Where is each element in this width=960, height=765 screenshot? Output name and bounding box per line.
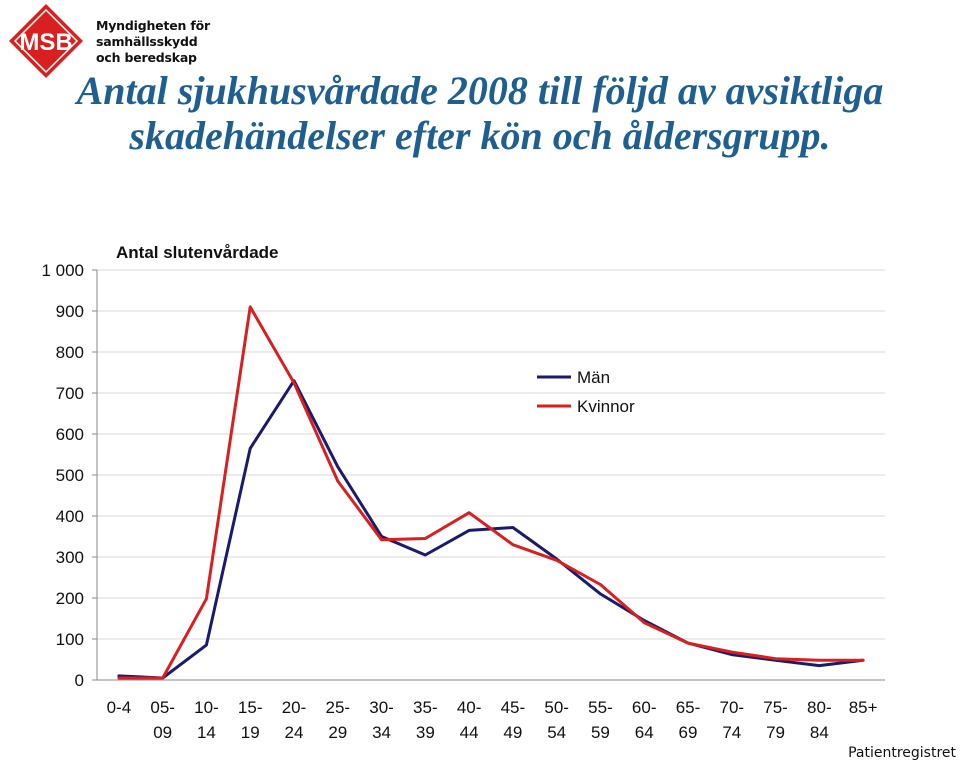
y-tick-label: 400 (56, 507, 84, 526)
x-tick-label: 60- (632, 698, 657, 717)
y-tick-label: 900 (56, 302, 84, 321)
x-tick-label: 44 (460, 723, 479, 742)
y-tick-label: 200 (56, 589, 84, 608)
x-tick-label: 15- (238, 698, 263, 717)
gridlines (97, 269, 885, 640)
x-tick-label: 14 (197, 723, 216, 742)
y-tick-label: 1 000 (41, 261, 84, 280)
x-tick-label: 69 (679, 723, 698, 742)
chart-title: Antal sjukhusvårdade 2008 till följd av … (76, 68, 884, 158)
y-tick-label: 800 (56, 343, 84, 362)
legend-label: Män (577, 368, 610, 387)
source-label: Patientregistret (848, 745, 956, 761)
axes (92, 269, 885, 681)
y-tick-label: 300 (56, 548, 84, 567)
x-tick-label: 40- (457, 698, 482, 717)
x-tick-label: 84 (810, 723, 829, 742)
x-tick-label: 29 (328, 723, 347, 742)
x-tick-label: 70- (719, 698, 744, 717)
x-tick-label: 35- (413, 698, 438, 717)
x-tick-label: 75- (763, 698, 788, 717)
x-tick-label: 30- (369, 698, 394, 717)
x-tick-label: 19 (241, 723, 260, 742)
x-tick-label: 74 (722, 723, 741, 742)
logo-mark (9, 4, 83, 78)
x-tick-label: 20- (282, 698, 307, 717)
x-tick-label: 10- (194, 698, 219, 717)
y-tick-label: 600 (56, 425, 84, 444)
y-tick-label: 500 (56, 466, 84, 485)
y-tick-labels: 0 100 200 300 400 500 600 700 800 900 1 000 (41, 261, 84, 690)
x-tick-label: 85+ (849, 698, 878, 717)
x-tick-label: 54 (547, 723, 566, 742)
y-tick-label: 0 (75, 671, 84, 690)
x-tick-label: 39 (416, 723, 435, 742)
logo-mark-outline (13, 8, 79, 74)
logo-org-line: samhällsskydd (96, 34, 198, 49)
x-tick-label: 24 (285, 723, 304, 742)
x-tick-label: 49 (503, 723, 522, 742)
x-tick-label: 79 (766, 723, 785, 742)
x-tick-label: 80- (807, 698, 832, 717)
series-lines (117, 305, 865, 680)
y-tick-label: 700 (56, 384, 84, 403)
y-axis-label: Antal slutenvårdade (116, 243, 279, 262)
x-tick-label: 05- (150, 698, 175, 717)
logo-org-line: och beredskap (96, 50, 197, 65)
x-tick-label: 34 (372, 723, 391, 742)
x-tick-labels: 0-4 05- 09 10- 14 15- 19 20- 24 25- 29 30- 34 35- 39 40… (107, 698, 878, 742)
logo-organization: Myndigheten för samhällsskydd och bereds… (96, 18, 210, 66)
legend-label: Kvinnor (577, 397, 635, 416)
y-tick-label: 100 (56, 630, 84, 649)
x-tick-label: 64 (635, 723, 654, 742)
x-tick-label: 45- (501, 698, 526, 717)
x-tick-label: 59 (591, 723, 610, 742)
legend: Män Kvinnor (537, 368, 635, 416)
x-tick-label: 55- (588, 698, 613, 717)
msb-logo: MSB (9, 4, 83, 78)
x-tick-label: 25- (325, 698, 350, 717)
x-tick-label: 09 (153, 723, 172, 742)
logo-text: MSB (19, 29, 72, 56)
series-line (117, 305, 865, 680)
x-tick-label: 65- (676, 698, 701, 717)
x-tick-label: 0-4 (107, 698, 132, 717)
x-tick-label: 50- (544, 698, 569, 717)
logo-org-line: Myndigheten för (96, 18, 210, 33)
